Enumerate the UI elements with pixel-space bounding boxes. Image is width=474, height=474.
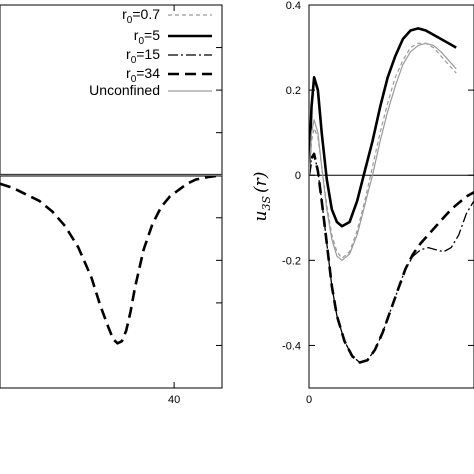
- legend-label: r0=15: [126, 46, 160, 66]
- x-tick-label: 0: [306, 394, 312, 406]
- y-tick-label: 0.2: [286, 85, 301, 97]
- left-plot-frame: [0, 4, 223, 389]
- y-axis-label: u3S(r): [251, 172, 273, 222]
- legend-label: r0=34: [126, 65, 160, 85]
- series-line-r0-34: [309, 152, 474, 364]
- series-line-r0-15: [309, 153, 474, 364]
- series-line-r0-34: [0, 173, 222, 345]
- right-panel: 0.4 0.2 0 -0.2 -0.4 0 u3S(r): [251, 0, 474, 406]
- series-line-unconfined: [309, 42, 457, 261]
- x-tick-label: 40: [168, 394, 180, 406]
- y-tick-label: 0.4: [286, 0, 301, 12]
- legend-label: r0=0.7: [122, 6, 160, 26]
- series-line-r0-0-7: [309, 42, 457, 259]
- series-line-r0-5: [309, 27, 457, 228]
- legend-label: Unconfined: [89, 82, 160, 98]
- right-plot-frame: [308, 4, 474, 389]
- legend-label: r0=5: [134, 27, 160, 47]
- y-tick-label: -0.2: [282, 255, 301, 267]
- y-tick-label: 0: [295, 170, 301, 182]
- y-tick-label: -0.4: [282, 340, 301, 352]
